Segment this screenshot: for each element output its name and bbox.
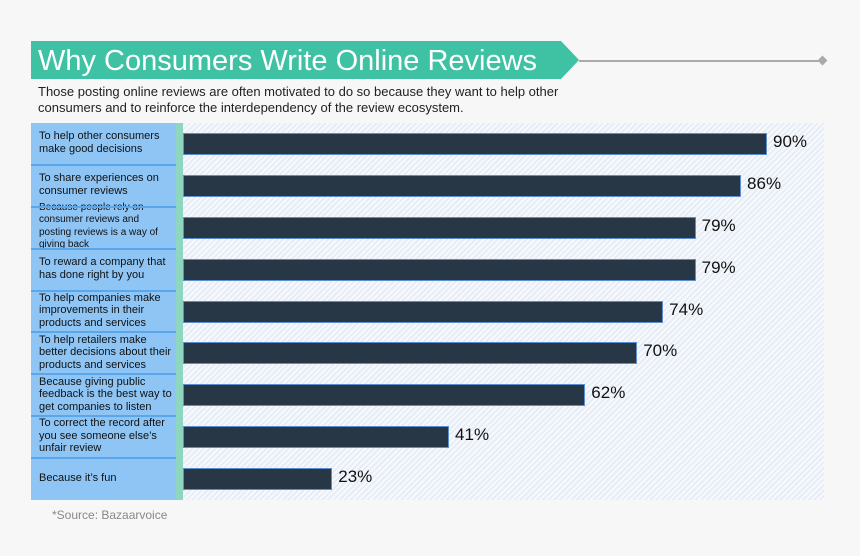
category-label: To share experiences on consumer reviews — [39, 172, 159, 197]
bar — [183, 216, 696, 239]
row-separator — [31, 247, 176, 250]
decorative-rule — [579, 60, 821, 62]
bar — [183, 342, 638, 365]
row-separator — [31, 205, 176, 208]
divider-stripe — [176, 123, 183, 500]
data-label: 70% — [643, 341, 678, 361]
bar — [183, 132, 767, 155]
row-separator — [31, 457, 176, 460]
bar — [183, 258, 696, 281]
source-note: *Source: Bazaarvoice — [52, 508, 168, 522]
chart-subtitle: Those posting online reviews are often m… — [38, 84, 559, 115]
row-separator — [31, 331, 176, 334]
row-separator — [31, 163, 176, 166]
row-separator — [31, 373, 176, 376]
chart-title: Why Consumers Write Online Reviews — [38, 45, 538, 77]
category-label: Because it’s fun — [39, 471, 117, 484]
category-labels: To help other consumers make good decisi… — [31, 123, 176, 500]
data-label: 90% — [773, 131, 808, 151]
bar — [183, 174, 742, 197]
plot-area: 90% 86% 79% 79% 74% 70% 62% 41% 23% — [183, 123, 824, 500]
category-label: To help retailers make better decisions … — [39, 333, 172, 371]
category-label: To reward a company that has done right … — [39, 256, 166, 281]
title-banner — [31, 41, 561, 79]
category-label: Because people rely on consumer reviews … — [39, 202, 158, 251]
data-label: 86% — [747, 173, 782, 193]
title-banner-tip — [561, 41, 579, 79]
category-label: To correct the record after you see some… — [39, 417, 165, 455]
data-label: 41% — [455, 425, 490, 445]
category-label: To help companies make improvements in t… — [39, 291, 161, 329]
data-label: 23% — [338, 467, 373, 487]
bar — [183, 300, 664, 323]
bar — [183, 426, 450, 449]
bar — [183, 468, 333, 491]
row-separator — [31, 289, 176, 292]
category-label: Because giving public feedback is the be… — [39, 375, 172, 413]
data-label: 62% — [591, 383, 626, 403]
category-label: To help other consumers make good decisi… — [39, 130, 160, 155]
data-label: 79% — [701, 257, 736, 277]
data-label: 79% — [701, 215, 736, 235]
diamond-icon — [817, 55, 828, 66]
row-separator — [31, 415, 176, 418]
bar — [183, 384, 586, 407]
data-label: 74% — [669, 299, 704, 319]
